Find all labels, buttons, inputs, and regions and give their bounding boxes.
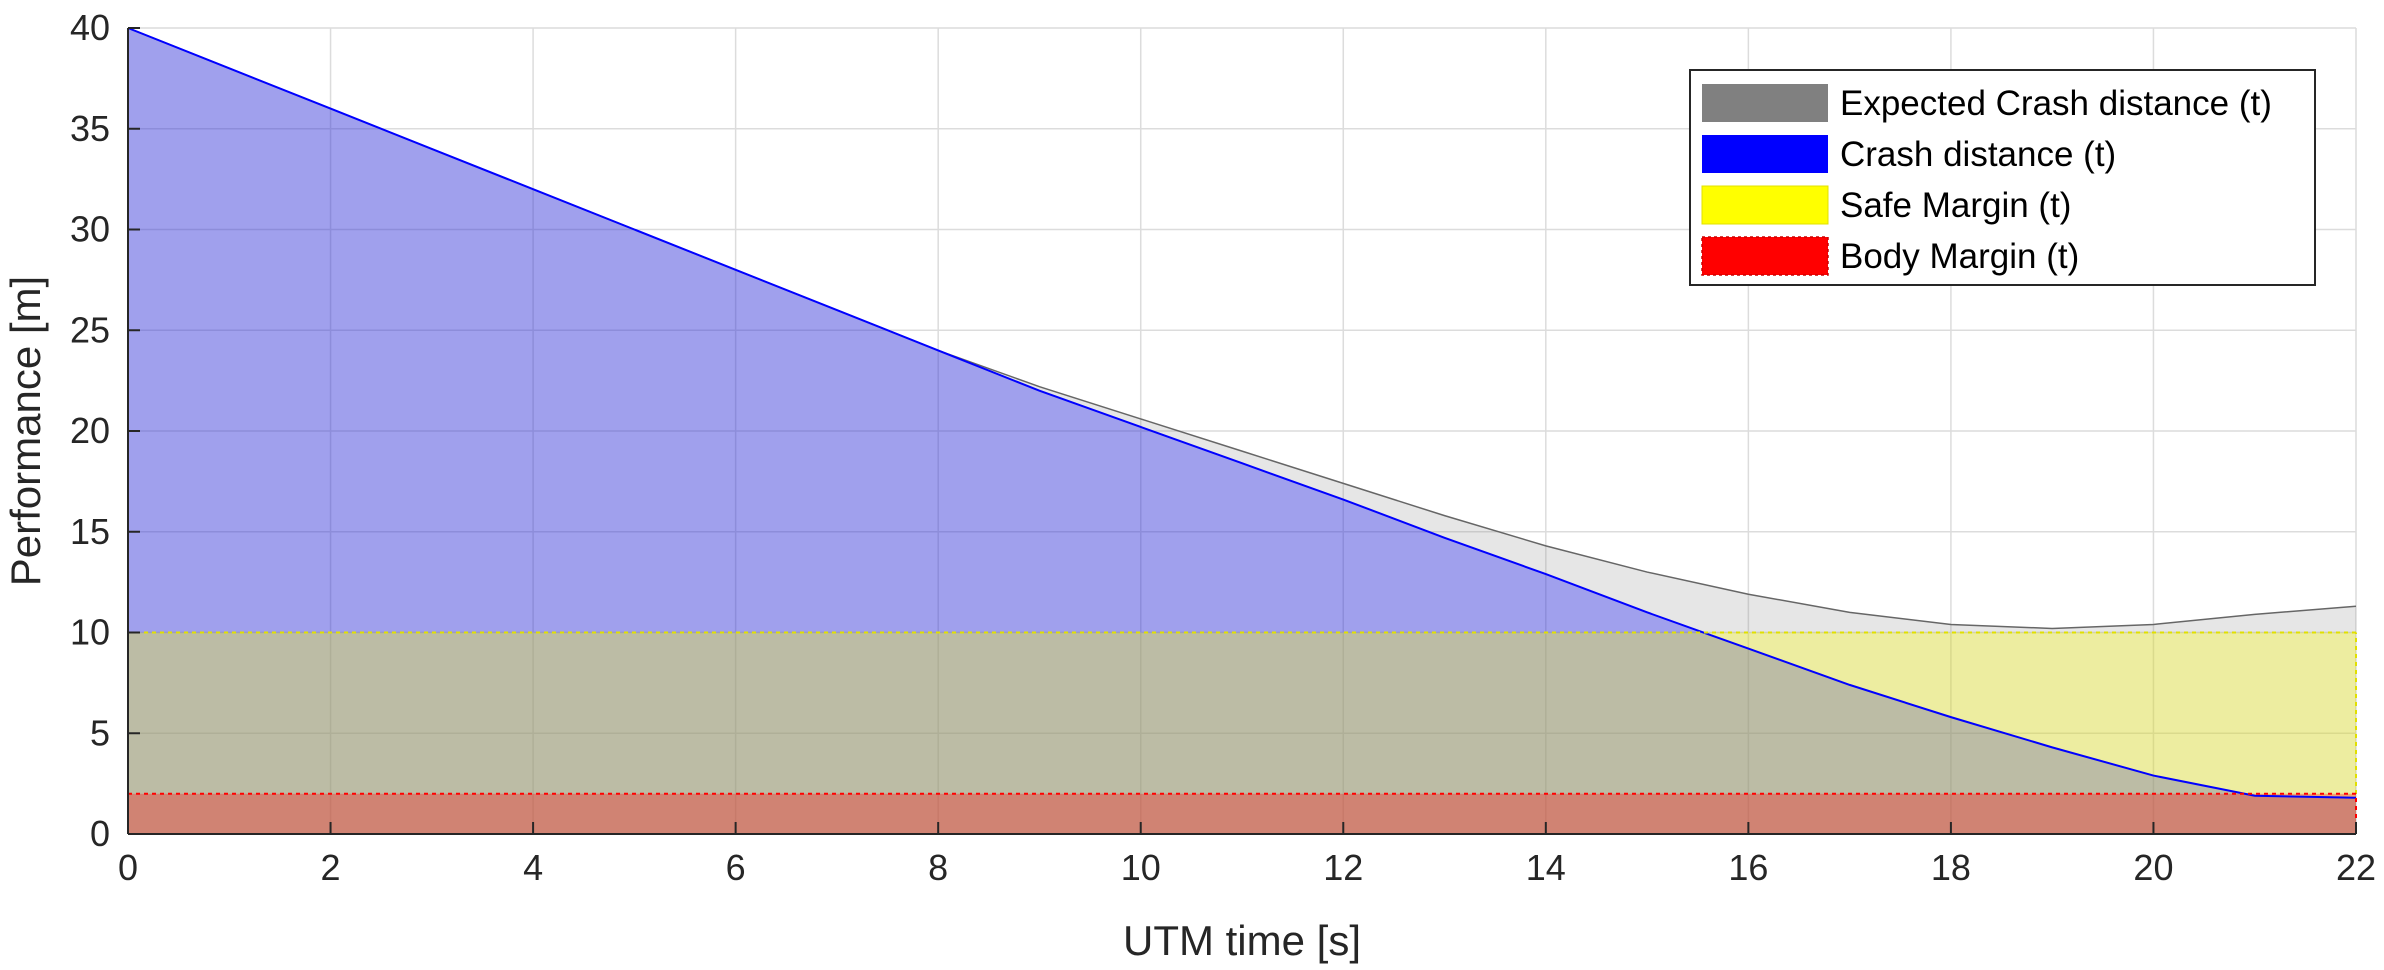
series-area-3 — [128, 793, 2356, 834]
y-tick-label: 5 — [90, 712, 110, 753]
series-area-1 — [128, 28, 2356, 834]
x-tick-label: 10 — [1121, 847, 1161, 888]
x-tick-label: 2 — [321, 847, 341, 888]
x-tick-label: 0 — [118, 847, 138, 888]
series-line-1 — [127, 27, 2357, 799]
y-tick-label: 35 — [70, 108, 110, 149]
x-tick-label: 22 — [2336, 847, 2376, 888]
y-tick-labels: 0 5 10 15 20 25 30 35 40 — [70, 7, 110, 854]
x-tick-label: 12 — [1323, 847, 1363, 888]
y-tick-label: 15 — [70, 511, 110, 552]
x-tick-label: 16 — [1728, 847, 1768, 888]
axes — [127, 27, 2357, 835]
y-tick-label: 40 — [70, 7, 110, 48]
x-tick-labels: 0 2 4 6 8 10 12 14 16 18 20 22 — [118, 847, 2376, 888]
legend-label-0: Expected Crash distance (t) — [1840, 84, 2272, 123]
legend: Expected Crash distance (t) Crash distanc… — [1689, 69, 2316, 286]
legend-label-3: Body Margin (t) — [1840, 237, 2079, 276]
x-tick-label: 4 — [523, 847, 543, 888]
series-area-0 — [128, 28, 2356, 834]
x-axis-label: UTM time [s] — [1123, 917, 1361, 964]
y-tick-label: 25 — [70, 309, 110, 350]
legend-swatch-1 — [1702, 135, 1828, 173]
x-tick-label: 18 — [1931, 847, 1971, 888]
legend-swatch-2 — [1701, 185, 1829, 225]
y-tick-label: 20 — [70, 410, 110, 451]
legend-label-2: Safe Margin (t) — [1840, 186, 2071, 225]
y-tick-label: 30 — [70, 209, 110, 250]
y-tick-label: 10 — [70, 612, 110, 653]
y-tick-label: 0 — [90, 813, 110, 854]
x-tick-label: 20 — [2133, 847, 2173, 888]
series-area-2 — [128, 632, 2356, 834]
legend-swatch-3 — [1701, 236, 1829, 276]
series-areas — [128, 28, 2356, 834]
series-lines — [127, 27, 2357, 834]
x-tick-label: 14 — [1526, 847, 1566, 888]
legend-label-1: Crash distance (t) — [1840, 135, 2116, 174]
y-axis-label: Performance [m] — [2, 276, 49, 586]
x-tick-label: 8 — [928, 847, 948, 888]
legend-swatch-0 — [1702, 84, 1828, 122]
x-tick-label: 6 — [726, 847, 746, 888]
